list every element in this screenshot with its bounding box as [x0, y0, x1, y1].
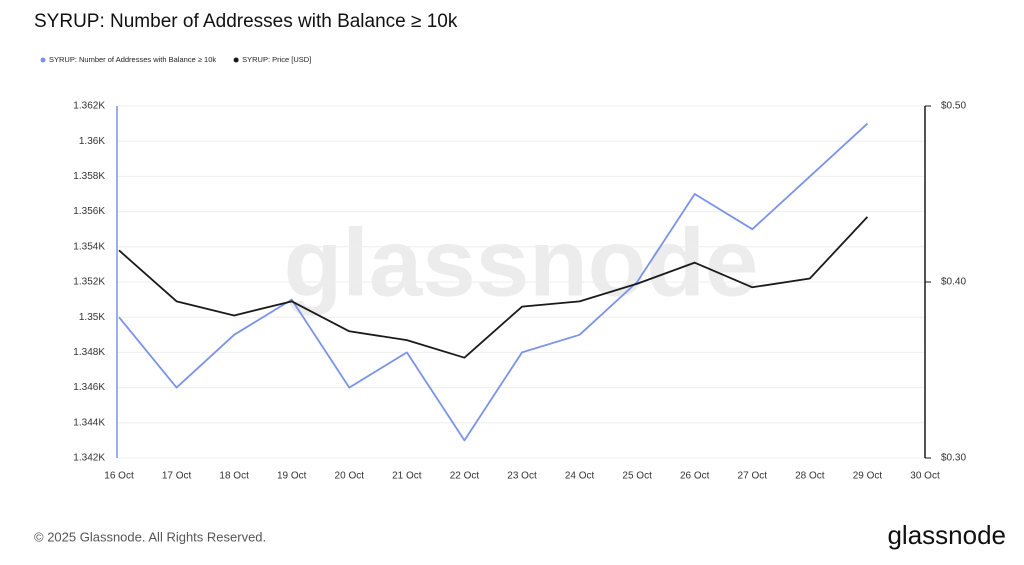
- chart-title: SYRUP: Number of Addresses with Balance …: [34, 11, 458, 32]
- series-line: [118, 122, 869, 442]
- y-tick-label: 1.352K: [73, 277, 105, 288]
- x-tick-label: 16 Oct: [104, 471, 134, 482]
- x-tick-label: 19 Oct: [277, 471, 307, 482]
- x-tick-label: 24 Oct: [565, 471, 595, 482]
- x-tick-label: 26 Oct: [680, 471, 710, 482]
- x-tick-label: 23 Oct: [507, 471, 537, 482]
- legend-swatch: [40, 57, 46, 63]
- y-tick-label: 1.36K: [79, 136, 105, 147]
- x-tick-label: 20 Oct: [335, 471, 365, 482]
- y-tick-label: 1.356K: [73, 206, 105, 217]
- x-tick-label: 30 Oct: [910, 471, 940, 482]
- y-tick-label: 1.348K: [73, 347, 105, 358]
- x-tick-label: 25 Oct: [622, 471, 652, 482]
- y2-tick-label: $0.50: [941, 101, 966, 112]
- logo: glassnode: [887, 520, 1006, 550]
- copyright: © 2025 Glassnode. All Rights Reserved.: [34, 529, 266, 544]
- y2-tick-label: $0.40: [941, 277, 966, 288]
- y-tick-label: 1.346K: [73, 382, 105, 393]
- y-tick-label: 1.342K: [73, 453, 105, 464]
- y-tick-label: 1.35K: [79, 312, 105, 323]
- series-line: [118, 216, 869, 359]
- legend-label: SYRUP: Price [USD]: [242, 55, 311, 64]
- x-tick-label: 17 Oct: [162, 471, 192, 482]
- y-tick-label: 1.344K: [73, 417, 105, 428]
- y-tick-label: 1.362K: [73, 101, 105, 112]
- x-tick-label: 27 Oct: [738, 471, 768, 482]
- legend-label: SYRUP: Number of Addresses with Balance …: [49, 55, 216, 64]
- y-tick-label: 1.354K: [73, 241, 105, 252]
- x-tick-label: 21 Oct: [392, 471, 422, 482]
- y2-tick-label: $0.30: [941, 453, 966, 464]
- x-tick-label: 29 Oct: [853, 471, 883, 482]
- x-tick-label: 22 Oct: [450, 471, 480, 482]
- y-tick-label: 1.358K: [73, 171, 105, 182]
- x-tick-label: 18 Oct: [219, 471, 249, 482]
- watermark: glassnode: [284, 209, 759, 316]
- x-tick-label: 28 Oct: [795, 471, 825, 482]
- legend-swatch: [233, 57, 239, 63]
